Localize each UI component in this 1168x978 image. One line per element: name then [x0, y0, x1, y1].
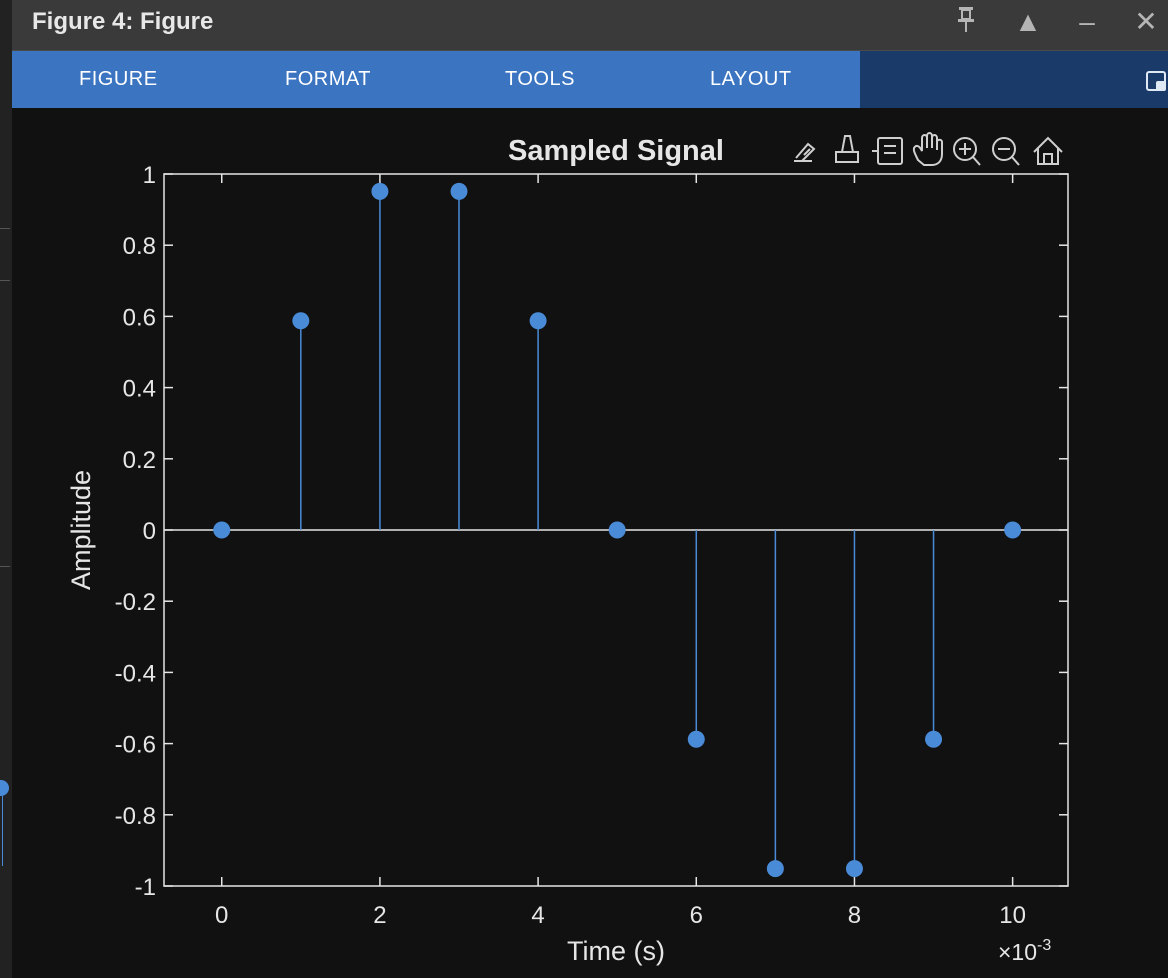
y-tick-label: 0.6 — [123, 304, 156, 331]
axes-toolbar — [794, 132, 1063, 166]
x-tick-label: 8 — [848, 902, 861, 929]
stem-marker[interactable] — [371, 182, 389, 200]
x-tick-label: 6 — [690, 902, 703, 929]
stem-marker[interactable] — [766, 860, 784, 878]
stem-marker[interactable] — [213, 521, 231, 539]
chart-title: Sampled Signal — [508, 135, 724, 167]
y-tick-label: -1 — [135, 874, 156, 901]
stem-marker[interactable] — [1004, 521, 1022, 539]
data-tips-icon[interactable] — [835, 135, 859, 163]
y-tick-label: -0.8 — [115, 803, 156, 830]
divider — [0, 280, 10, 281]
x-tick-label: 0 — [215, 902, 228, 929]
zoom-in-icon[interactable] — [953, 137, 981, 166]
stem-marker[interactable] — [292, 312, 310, 330]
partial-stem-line — [2, 796, 3, 866]
brush-data-icon[interactable] — [794, 142, 816, 162]
x-axis-exponent: ×10-3 — [998, 937, 1051, 965]
x-tick-label: 10 — [999, 902, 1026, 929]
zoom-out-icon[interactable] — [992, 137, 1020, 166]
x-exponent-power: -3 — [1037, 937, 1051, 954]
y-tick-label: -0.2 — [115, 589, 156, 616]
y-tick-label: 0.4 — [123, 376, 156, 403]
stem-marker[interactable] — [845, 860, 863, 878]
minimize-icon[interactable]: – — [1079, 6, 1095, 37]
x-tick-label: 4 — [531, 902, 544, 929]
divider — [0, 228, 10, 229]
tab-figure[interactable]: FIGURE — [79, 68, 158, 90]
window-titlebar[interactable]: Figure 4: Figure ▲ – ✕ — [12, 0, 1168, 51]
close-icon[interactable]: ✕ — [1134, 6, 1158, 37]
stem-marker[interactable] — [608, 521, 626, 539]
y-tick-label: 1 — [143, 162, 156, 189]
pin-icon[interactable] — [948, 4, 984, 45]
tab-format[interactable]: FORMAT — [285, 68, 371, 90]
window-title: Figure 4: Figure — [32, 8, 214, 35]
y-tick-label: 0.2 — [123, 447, 156, 474]
y-tick-label: 0.8 — [123, 233, 156, 260]
stem-marker[interactable] — [687, 730, 705, 748]
undock-icon[interactable] — [1146, 71, 1166, 91]
maximize-icon[interactable]: ▲ — [1014, 6, 1042, 37]
y-tick-label: -0.6 — [115, 732, 156, 759]
toolstrip-tabs: FIGURE FORMAT TOOLS LAYOUT — [12, 51, 860, 108]
y-tick-label: 0 — [143, 518, 156, 545]
x-tick-label: 2 — [373, 902, 386, 929]
figure-toolstrip: FIGURE FORMAT TOOLS LAYOUT — [12, 51, 1168, 108]
figure-canvas: Sampled Signal — [12, 108, 1168, 978]
home-icon[interactable] — [1033, 136, 1063, 165]
divider — [0, 566, 10, 567]
tab-layout[interactable]: LAYOUT — [710, 68, 792, 90]
stem-marker[interactable] — [529, 312, 547, 330]
y-axis-label: Amplitude — [66, 470, 96, 590]
x-exponent-base: ×10 — [998, 939, 1037, 965]
stem-marker[interactable] — [450, 182, 468, 200]
stem-marker[interactable] — [925, 730, 943, 748]
tab-tools[interactable]: TOOLS — [505, 68, 575, 90]
stem-plot: Sampled Signal — [66, 132, 1069, 966]
y-tick-label: -0.4 — [115, 660, 156, 687]
restore-view-icon[interactable] — [872, 137, 903, 165]
x-axis-label: Time (s) — [567, 936, 665, 966]
partial-stem-marker — [0, 780, 9, 796]
pan-hand-icon[interactable] — [912, 132, 943, 166]
